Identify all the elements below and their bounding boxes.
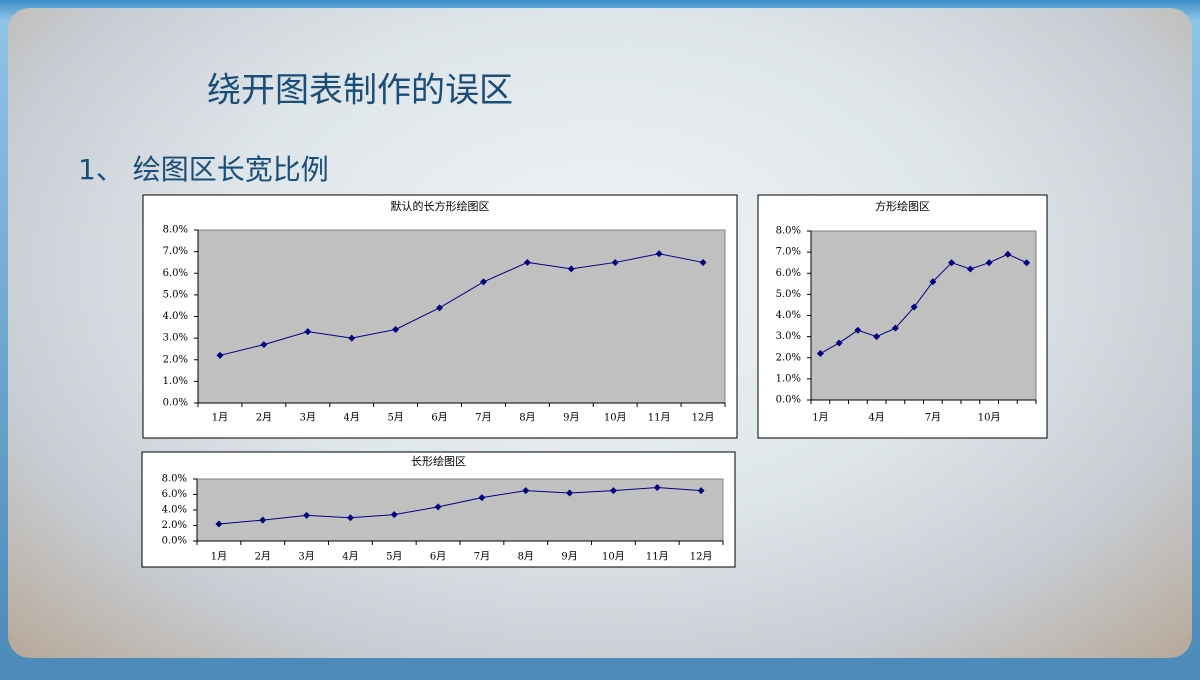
x-tick-label: 1月 — [211, 551, 227, 563]
x-tick-label: 1月 — [812, 412, 828, 424]
data-point — [478, 494, 486, 502]
plot-area — [197, 229, 726, 404]
data-point — [835, 339, 843, 347]
x-tick-label: 3月 — [300, 412, 316, 424]
data-point — [303, 511, 311, 519]
y-tick-label: 6.0% — [776, 268, 801, 279]
y-tick-label: 8.0% — [163, 225, 188, 236]
x-tick-label: 4月 — [342, 551, 358, 563]
y-tick-label: 2.0% — [163, 354, 188, 365]
y-tick-label: 7.0% — [163, 246, 188, 257]
y-tick-label: 1.0% — [776, 373, 801, 384]
y-tick-label: 6.0% — [162, 489, 187, 500]
x-tick-label: 4月 — [344, 412, 360, 424]
x-tick-label: 3月 — [298, 551, 314, 563]
x-tick-label: 11月 — [648, 412, 671, 424]
data-point — [392, 325, 400, 333]
data-point — [873, 333, 881, 341]
x-tick-label: 7月 — [474, 551, 490, 563]
y-tick-label: 1.0% — [163, 376, 188, 387]
series-line — [820, 253, 1027, 354]
data-point — [479, 278, 487, 286]
data-point — [985, 259, 993, 267]
series-line — [218, 487, 702, 525]
x-tick-label: 8月 — [519, 412, 535, 424]
y-tick-label: 2.0% — [776, 352, 801, 363]
y-tick-label: 8.0% — [162, 474, 187, 485]
data-point — [609, 487, 617, 495]
data-point — [346, 514, 354, 522]
x-tick-label: 1月 — [212, 412, 228, 424]
data-point — [434, 503, 442, 511]
x-tick-label: 12月 — [692, 412, 715, 424]
data-point — [854, 326, 862, 334]
plot-area — [810, 230, 1037, 401]
data-point — [1004, 250, 1012, 258]
y-tick-label: 2.0% — [162, 520, 187, 531]
data-point — [699, 258, 707, 266]
y-tick-label: 5.0% — [776, 289, 801, 300]
chart-title: 方形绘图区 — [875, 199, 930, 213]
x-tick-label: 8月 — [518, 551, 534, 563]
data-point — [215, 520, 223, 528]
x-tick-label: 7月 — [925, 412, 941, 424]
x-tick-label: 10月 — [602, 551, 625, 563]
data-point — [816, 350, 824, 358]
y-tick-label: 6.0% — [163, 268, 188, 279]
data-point — [891, 324, 899, 332]
data-point — [910, 303, 918, 311]
data-point — [1023, 259, 1031, 267]
y-tick-label: 0.0% — [162, 536, 187, 547]
y-tick-label: 0.0% — [163, 398, 188, 409]
slide-subtitle: 1、 绘图区长宽比例 — [78, 153, 329, 186]
y-tick-label: 4.0% — [776, 310, 801, 321]
slide-title: 绕开图表制作的误区 — [207, 71, 513, 111]
y-tick-label: 5.0% — [163, 289, 188, 300]
x-tick-label: 6月 — [431, 412, 447, 424]
data-point — [522, 487, 530, 495]
x-tick-label: 7月 — [475, 412, 491, 424]
x-tick-label: 5月 — [387, 412, 403, 424]
data-point — [567, 265, 575, 273]
data-point — [259, 516, 267, 524]
x-tick-label: 10月 — [978, 412, 1001, 424]
data-point — [655, 250, 663, 258]
x-tick-label: 10月 — [604, 412, 627, 424]
data-point — [948, 259, 956, 267]
data-point — [966, 265, 974, 273]
x-tick-label: 11月 — [646, 551, 669, 563]
y-tick-label: 4.0% — [162, 505, 187, 516]
y-tick-label: 0.0% — [776, 395, 801, 406]
data-point — [216, 351, 224, 359]
x-tick-label: 2月 — [256, 412, 272, 424]
y-tick-label: 3.0% — [776, 331, 801, 342]
y-tick-label: 4.0% — [163, 311, 188, 322]
x-tick-label: 9月 — [561, 551, 577, 563]
data-point — [566, 489, 574, 497]
data-point — [611, 258, 619, 266]
x-tick-label: 5月 — [386, 551, 402, 563]
y-tick-label: 7.0% — [776, 247, 801, 258]
y-tick-label: 3.0% — [163, 333, 188, 344]
data-point — [348, 334, 356, 342]
series-line — [219, 253, 704, 356]
data-point — [390, 511, 398, 519]
data-point — [436, 304, 444, 312]
data-point — [653, 484, 661, 492]
data-point — [697, 487, 705, 495]
chart-title: 长形绘图区 — [411, 454, 466, 468]
data-point — [523, 258, 531, 266]
data-point — [260, 341, 268, 349]
data-point — [304, 328, 312, 336]
x-tick-label: 12月 — [690, 551, 713, 563]
y-tick-label: 8.0% — [776, 226, 801, 237]
x-tick-label: 2月 — [255, 551, 271, 563]
x-tick-label: 4月 — [868, 412, 884, 424]
x-tick-label: 6月 — [430, 551, 446, 563]
data-point — [929, 278, 937, 286]
chart-title: 默认的长方形绘图区 — [391, 199, 490, 213]
x-tick-label: 9月 — [563, 412, 579, 424]
